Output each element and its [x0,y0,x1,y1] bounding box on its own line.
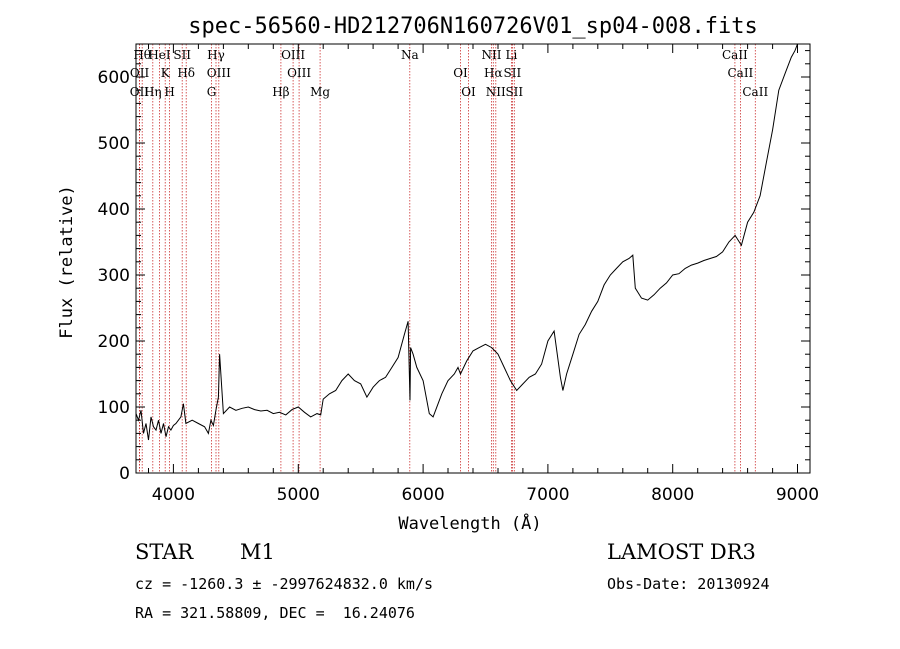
line-marker-label: Hγ [207,48,225,62]
y-tick-label: 300 [98,266,130,286]
line-marker-label: NII [482,48,502,62]
line-marker-label: HeI [148,48,171,62]
line-marker-label: OIII [207,66,231,80]
line-marker-label: OII [130,85,150,99]
line-marker-label: CaII [727,66,753,80]
y-tick-label: 0 [119,464,130,484]
line-marker-label: Hβ [272,85,289,99]
x-tick-label: 7000 [526,485,569,505]
y-tick-label: 500 [98,134,130,154]
survey-name: LAMOST DR3 [607,540,756,564]
x-tick-label: 5000 [277,485,320,505]
line-marker-label: Hα [484,66,503,80]
object-class: STAR [135,540,194,564]
y-tick-label: 100 [98,398,130,418]
object-subclass: M1 [240,540,275,564]
line-marker-label: Hθ [133,48,151,62]
y-tick-label: 600 [98,68,130,88]
line-marker-label: H [164,85,174,99]
line-marker-label: G [207,85,217,99]
line-marker-label: OIII [281,48,305,62]
line-marker-label: Na [401,48,419,62]
line-marker-label: Hδ [177,66,195,80]
line-marker-label: SII [505,85,523,99]
line-marker-label: Mg [310,85,330,99]
x-tick-label: 6000 [401,485,444,505]
line-marker-label: OI [453,66,468,80]
x-axis-label: Wavelength (Å) [398,512,541,534]
x-tick-label: 9000 [776,485,819,505]
x-tick-label: 8000 [651,485,694,505]
y-axis-ticks: 0 100 200 300 400 500 600 [98,50,810,484]
line-marker-label: Hη [144,85,162,99]
line-marker-label: NII [486,85,506,99]
spectrum-line [135,43,798,441]
line-marker-label: CaII [722,48,748,62]
line-marker-label: Li [505,48,517,62]
line-marker-label: SII [504,66,522,80]
line-marker-label: OI [461,85,476,99]
line-marker-label: SII [173,48,191,62]
spectral-line-markers [138,44,756,473]
y-tick-label: 200 [98,332,130,352]
redshift-line: cz = -1260.3 ± -2997624832.0 km/s [135,575,434,593]
line-marker-label: OII [130,66,150,80]
chart-title: spec-56560-HD212706N160726V01_sp04-008.f… [188,14,758,39]
x-tick-label: 4000 [152,485,195,505]
y-tick-label: 400 [98,200,130,220]
line-marker-label: OIII [287,66,311,80]
y-axis-label: Flux (relative) [57,185,77,339]
spectral-line-labels: OIIHθOIIHηHeIKHSIIHδGHγOIIIHβOIIIOIIIMgN… [130,48,769,99]
x-axis-ticks: 4000 5000 6000 7000 8000 9000 [148,44,819,505]
obs-date-line: Obs-Date: 20130924 [607,575,770,593]
line-marker-label: K [161,66,171,80]
line-marker-label: CaII [742,85,768,99]
coordinates-line: RA = 321.58809, DEC = 16.24076 [135,604,415,622]
